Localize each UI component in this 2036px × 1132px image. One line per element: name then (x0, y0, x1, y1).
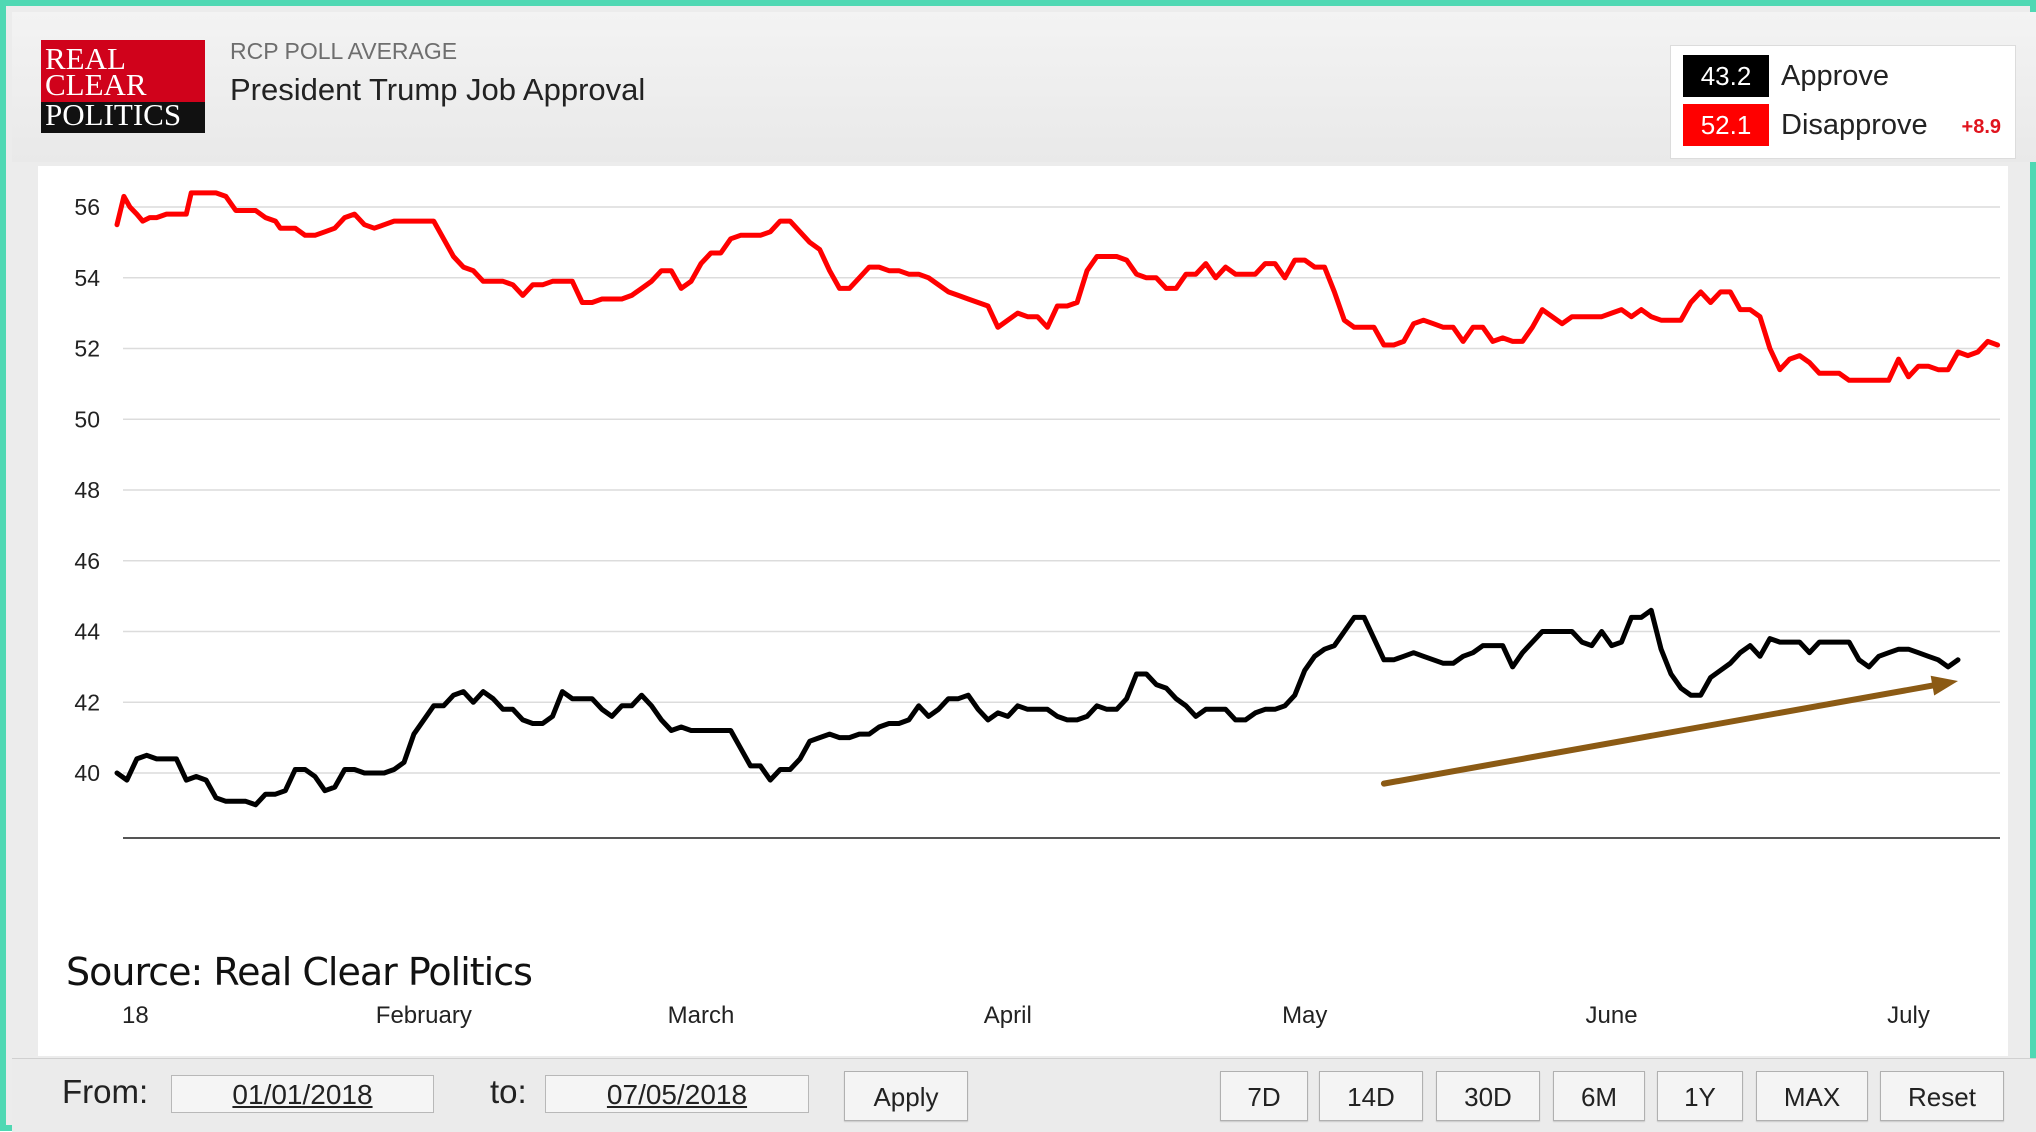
range-14d-button[interactable]: 14D (1319, 1071, 1423, 1121)
trend-arrow-shaft (1380, 682, 1936, 787)
apply-button[interactable]: Apply (844, 1071, 968, 1121)
disapprove-value: 52.1 (1683, 104, 1769, 146)
from-date-input[interactable]: 01/01/2018 (171, 1075, 434, 1113)
range-6m-button[interactable]: 6M (1553, 1071, 1645, 1121)
range-max-button[interactable]: MAX (1756, 1071, 1868, 1121)
annotations (1380, 675, 1958, 787)
x-tick-label: July (1887, 1002, 1930, 1029)
footer-controls: From: 01/01/2018 to: 07/05/2018 Apply 7D… (12, 1058, 2036, 1132)
y-tick-label: 48 (74, 477, 100, 503)
y-tick-label: 50 (74, 406, 100, 432)
rcp-logo: REAL CLEAR POLITICS (41, 40, 205, 133)
from-label: From: (62, 1073, 149, 1110)
disapprove-label: Disapprove (1781, 109, 1928, 141)
series-line-disapprove (114, 190, 2001, 383)
spread-value: +8.9 (1961, 116, 2001, 138)
chart-kicker: RCP POLL AVERAGE (230, 38, 458, 64)
trend-arrow-head (1930, 675, 1958, 696)
y-tick-label: 42 (74, 689, 100, 715)
chart-title: President Trump Job Approval (230, 72, 646, 107)
approve-label: Approve (1781, 60, 1890, 92)
logo-line-1: REAL (45, 41, 126, 76)
x-tick-label: 18 (122, 1002, 149, 1029)
reset-button[interactable]: Reset (1880, 1071, 2004, 1121)
logo-line-3: POLITICS (45, 97, 182, 132)
line-chart: 40 42 44 46 48 50 52 54 56 18 February March April M… (74, 190, 2001, 1029)
y-tick-label: 46 (74, 548, 100, 574)
logo-bar (41, 102, 205, 130)
to-date-input[interactable]: 07/05/2018 (545, 1075, 809, 1113)
y-tick-label: 56 (74, 194, 100, 220)
y-tick-label: 40 (74, 760, 100, 786)
range-30d-button[interactable]: 30D (1436, 1071, 1540, 1121)
x-tick-label: April (984, 1002, 1032, 1029)
header: REAL CLEAR POLITICS RCP POLL AVERAGE Pre… (12, 12, 2036, 162)
approve-value: 43.2 (1683, 55, 1769, 97)
x-tick-label: May (1282, 1002, 1327, 1029)
range-7d-button[interactable]: 7D (1220, 1071, 1308, 1121)
y-tick-label: 54 (74, 265, 100, 291)
x-axis-ticks: 18 February March April May June July (122, 1002, 1930, 1029)
x-tick-label: March (668, 1002, 735, 1029)
source-note: Source: Real Clear Politics (66, 950, 533, 994)
to-label: to: (490, 1073, 527, 1110)
y-tick-label: 52 (74, 336, 100, 362)
legend-disapprove: 52.1 Disapprove +8.9 (1683, 104, 2013, 146)
series-line-approve (114, 607, 1961, 808)
legend: 43.2 Approve 52.1 Disapprove +8.9 (1670, 45, 2016, 159)
x-tick-label: June (1586, 1002, 1638, 1029)
legend-approve: 43.2 Approve (1683, 55, 2013, 97)
range-1y-button[interactable]: 1Y (1657, 1071, 1743, 1121)
series-lines (114, 190, 2001, 808)
grid-lines (123, 206, 2000, 774)
y-tick-label: 44 (74, 619, 100, 645)
logo-line-2: CLEAR (45, 67, 147, 102)
y-axis-ticks: 40 42 44 46 48 50 52 54 56 (74, 194, 100, 786)
x-tick-label: February (376, 1002, 472, 1029)
